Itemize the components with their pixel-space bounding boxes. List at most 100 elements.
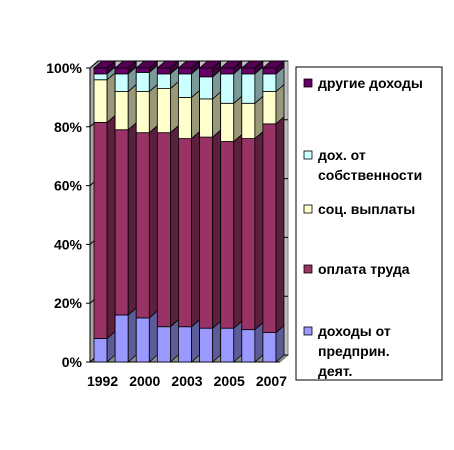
y-tick-label: 100% xyxy=(46,60,82,76)
y-axis: 0% 20% 40% 60% 80% 100% xyxy=(46,60,91,370)
bar-segment xyxy=(93,73,108,81)
bar-segment-side xyxy=(148,83,158,134)
bar-segment xyxy=(114,91,129,131)
bar-segment xyxy=(220,327,235,363)
bar-segment xyxy=(220,102,235,142)
bar-segment xyxy=(178,138,192,328)
bar-segment xyxy=(220,73,235,104)
bar-stack-1995 xyxy=(114,60,138,363)
bar-segment xyxy=(241,73,256,104)
bar-segment xyxy=(114,73,129,92)
bar-segment-side xyxy=(127,307,137,363)
y-tick-label: 80% xyxy=(54,119,83,135)
legend-label: другие доходы xyxy=(318,75,423,91)
legend-swatch xyxy=(303,204,313,214)
y-tick-label: 0% xyxy=(62,354,83,370)
bar-segment xyxy=(178,67,192,75)
bar-segment xyxy=(93,121,108,339)
bar-segment-side xyxy=(148,310,158,363)
bar-segment xyxy=(156,67,171,75)
bar-stack-2003 xyxy=(177,60,201,363)
bar-segment-side xyxy=(170,124,179,328)
bar-top xyxy=(219,60,243,69)
bar-segment xyxy=(220,141,235,329)
bar-top xyxy=(240,60,264,69)
bar-top xyxy=(156,60,180,69)
gridline xyxy=(89,60,288,69)
bar-segment xyxy=(262,123,277,334)
y-tick-label: 60% xyxy=(54,178,83,194)
bar-segment xyxy=(262,67,277,75)
bar-stack-2005 xyxy=(219,60,243,363)
bar-segment-side xyxy=(212,90,222,138)
bar-segment xyxy=(135,72,150,92)
bar-segment xyxy=(241,102,256,139)
bar-segment xyxy=(156,132,171,328)
bar-top xyxy=(135,60,159,69)
bar-segment-side xyxy=(212,129,222,330)
legend-swatch xyxy=(303,150,313,160)
legend-box xyxy=(295,66,443,381)
bar-segment-side xyxy=(254,130,264,331)
x-tick-label: 1992 xyxy=(87,373,118,389)
bar-segment xyxy=(135,91,150,134)
legend-label: оплата труда xyxy=(318,261,410,277)
bar-segment xyxy=(156,88,171,134)
legend-label: соц. выплаты xyxy=(318,201,415,217)
bar-segment xyxy=(262,91,277,125)
bar-segment xyxy=(199,76,214,100)
bar-segment xyxy=(241,67,256,75)
bar-stack-2004 xyxy=(198,60,222,363)
bar-segment xyxy=(114,314,129,363)
legend-label: собственности xyxy=(318,167,422,183)
bar-segment xyxy=(220,67,235,75)
bar-top xyxy=(261,60,286,69)
bar-top xyxy=(114,60,138,69)
bar-segment xyxy=(114,129,129,316)
bar-stack-2007 xyxy=(261,60,286,363)
bar-segment xyxy=(199,98,214,138)
y-tick-label: 20% xyxy=(54,295,83,311)
legend-label: предприн. xyxy=(318,343,390,359)
bar-segment-side xyxy=(233,95,243,143)
bar-stack-2006 xyxy=(240,60,264,363)
bar-segment xyxy=(135,67,150,73)
bar-segment xyxy=(135,132,150,319)
bar-segment xyxy=(93,67,108,75)
y-tick-label: 40% xyxy=(54,236,83,252)
bar-segment xyxy=(135,317,150,363)
bar-segment xyxy=(114,67,129,75)
bar-segment xyxy=(156,73,171,89)
x-axis: 1992 2000 2003 2005 2007 xyxy=(87,361,287,389)
bar-segment-side xyxy=(275,115,285,334)
bar-top xyxy=(92,60,117,69)
legend-swatch xyxy=(303,326,313,336)
legend-swatch xyxy=(303,78,313,88)
legend: другие доходы дох. от собственности соц. вы… xyxy=(295,66,443,381)
bar-segment xyxy=(241,329,256,363)
bar-segment xyxy=(156,326,171,363)
bars xyxy=(92,60,286,363)
legend-label: доходы от xyxy=(318,323,391,339)
bar-segment-side xyxy=(170,80,179,134)
bar-segment-side xyxy=(106,71,116,124)
bar-segment xyxy=(262,73,277,92)
bar-segment xyxy=(93,338,108,363)
bar-segment xyxy=(178,73,192,98)
bar-segment-side xyxy=(148,124,158,319)
bar-segment xyxy=(262,332,277,363)
legend-label: деят. xyxy=(318,363,352,379)
x-tick-label: 2005 xyxy=(214,373,245,389)
bar-stack-2001 xyxy=(156,60,180,363)
bar-segment xyxy=(199,327,214,363)
bar-stack-2000 xyxy=(135,60,159,363)
bar-stack-1992 xyxy=(92,60,117,363)
bar-segment xyxy=(93,79,108,123)
bar-segment-side xyxy=(233,133,243,330)
bar-segment-side xyxy=(127,121,137,316)
legend-swatch xyxy=(303,264,313,274)
bar-segment xyxy=(199,67,214,78)
bar-segment-side xyxy=(191,89,200,140)
bar-segment xyxy=(178,97,192,139)
